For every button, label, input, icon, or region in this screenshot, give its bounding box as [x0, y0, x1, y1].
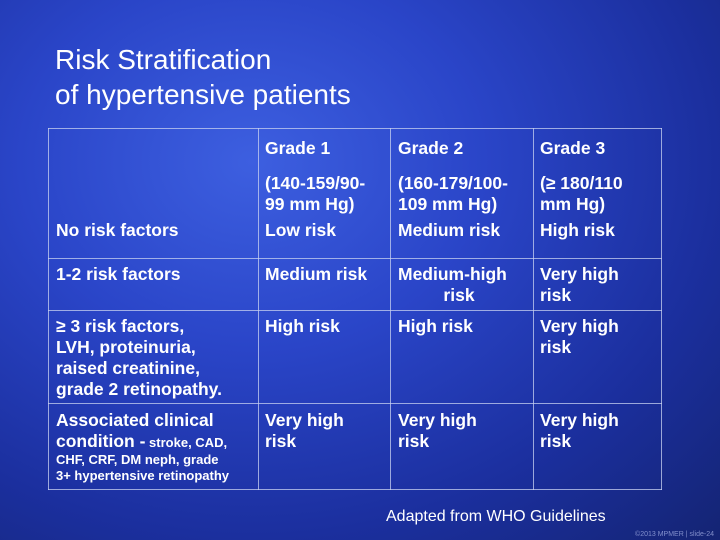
- row-2-grade-3-line-2: risk: [540, 285, 572, 305]
- row-4-label-line-2: condition - stroke, CAD,: [56, 431, 229, 452]
- row-4-label-line-4: 3+ hypertensive retinopathy: [56, 468, 230, 483]
- grade-3-range-line-1: (≥ 180/110: [540, 173, 623, 193]
- risk-table: Grade 1 Grade 2 Grade 3 (140-159/90- 99 …: [48, 128, 662, 490]
- title-line-1: Risk Stratification: [55, 44, 272, 75]
- title-line-2: of hypertensive patients: [55, 79, 351, 110]
- header-grade-2: Grade 2: [398, 138, 463, 159]
- grade-2-name: Grade 2: [398, 138, 464, 158]
- header-grade-3: Grade 3: [540, 138, 605, 159]
- grade-2-range-line-1: (160-179/100-: [398, 173, 508, 193]
- table-row-divider-3: [48, 403, 662, 404]
- row-2-grade-3-line-1: Very high: [540, 264, 619, 284]
- table-col-divider-3: [533, 128, 534, 490]
- row-1-grade-3: High risk: [540, 220, 615, 240]
- grade-1-range-line-2: 99 mm Hg): [265, 194, 355, 214]
- row-4-grade-3-line-1: Very high: [540, 410, 619, 430]
- grade-1-name: Grade 1: [265, 138, 331, 158]
- row-2-grade-2-line-1: Medium-high: [398, 264, 507, 284]
- table-border-top: [48, 128, 662, 129]
- row-4-grade-1: Very high risk: [265, 410, 344, 452]
- table-border-bottom: [48, 489, 662, 490]
- grade-2-range-line-2: 109 mm Hg): [398, 194, 498, 214]
- row-2-grade-2: Medium-high risk: [398, 264, 520, 306]
- row-3-label-line-4: grade 2 retinopathy.: [56, 379, 222, 399]
- row-2-grade-1: Medium risk: [265, 264, 368, 284]
- row-3-grade-2: High risk: [398, 316, 473, 336]
- row-3-grade-3-line-1: Very high: [540, 316, 619, 336]
- row-3-grade-3-line-2: risk: [540, 337, 572, 357]
- grade-2-range: (160-179/100- 109 mm Hg): [398, 173, 508, 215]
- row-3-label-line-3: raised creatinine,: [56, 358, 200, 378]
- row-4-grade-1-line-2: risk: [265, 431, 297, 451]
- row-3-grade-1: High risk: [265, 316, 340, 336]
- row-4-grade-2-line-2: risk: [398, 431, 430, 451]
- row-1-grade-1: Low risk: [265, 220, 336, 240]
- grade-3-range: (≥ 180/110 mm Hg): [540, 173, 623, 215]
- table-border-right: [661, 128, 662, 490]
- row-3-grade-3: Very high risk: [540, 316, 619, 358]
- copyright-footer: ©2013 MPMER | slide-24: [635, 531, 714, 538]
- header-grade-1: Grade 1: [265, 138, 330, 159]
- table-col-divider-2: [390, 128, 391, 490]
- row-2-grade-3: Very high risk: [540, 264, 619, 306]
- row-4-grade-2: Very high risk: [398, 410, 477, 452]
- grade-3-name: Grade 3: [540, 138, 606, 158]
- row-2-grade-2-line-2: risk: [443, 285, 475, 305]
- source-attribution: Adapted from WHO Guidelines: [386, 508, 606, 525]
- row-4-label-line-3: CHF, CRF, DM neph, grade: [56, 452, 219, 467]
- row-4-label-line-1: Associated clinical: [56, 410, 214, 430]
- row-4-grade-2-line-1: Very high: [398, 410, 477, 430]
- grade-1-range-line-1: (140-159/90-: [265, 173, 366, 193]
- grade-3-range-line-2: mm Hg): [540, 194, 606, 214]
- row-4-grade-3: Very high risk: [540, 410, 619, 452]
- row-4-label-condition: condition -: [56, 431, 146, 451]
- row-3-label-line-1: ≥ 3 risk factors,: [56, 316, 185, 336]
- row-4-grade-3-line-2: risk: [540, 431, 572, 451]
- table-row-divider-1: [48, 258, 662, 259]
- table-col-divider-1: [258, 128, 259, 490]
- slide-title: Risk Stratification of hypertensive pati…: [55, 42, 351, 112]
- row-3-label: ≥ 3 risk factors, LVH, proteinuria, rais…: [56, 316, 222, 400]
- row-3-label-line-2: LVH, proteinuria,: [56, 337, 196, 357]
- row-1-label: No risk factors: [56, 220, 179, 240]
- row-2-label: 1-2 risk factors: [56, 264, 181, 284]
- row-4-grade-1-line-1: Very high: [265, 410, 344, 430]
- row-4-label: Associated clinical condition - stroke, …: [56, 410, 229, 484]
- row-4-label-conditions-start: stroke, CAD,: [145, 435, 228, 450]
- row-1-grade-2: Medium risk: [398, 220, 501, 240]
- table-border-left: [48, 128, 49, 490]
- grade-1-range: (140-159/90- 99 mm Hg): [265, 173, 365, 215]
- table-row-divider-2: [48, 310, 662, 311]
